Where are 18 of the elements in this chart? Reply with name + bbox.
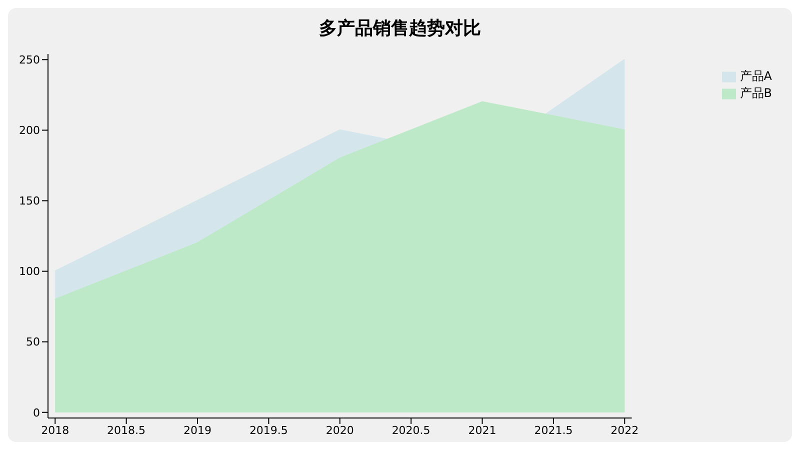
legend-label: 产品B (740, 86, 772, 100)
x-tick-label: 2020.5 (392, 424, 430, 437)
x-tick-label: 2018 (41, 424, 70, 437)
x-tick-label: 2022 (610, 424, 639, 437)
y-tick-label: 250 (19, 54, 40, 67)
y-tick-label: 200 (19, 124, 40, 138)
y-tick-label: 100 (19, 265, 40, 278)
x-tick-label: 2020 (326, 424, 354, 437)
y-tick-label: 150 (19, 194, 40, 208)
x-tick-label: 2021 (468, 424, 496, 437)
legend-label: 产品A (740, 69, 772, 83)
chart-title: 多产品销售趋势对比 (318, 17, 482, 41)
x-tick-label: 2019 (184, 424, 212, 437)
x-tick-label: 2019.5 (249, 424, 288, 437)
x-tick-label: 2018.5 (107, 424, 146, 437)
y-tick-label: 50 (26, 336, 40, 349)
x-tick-label: 2021.5 (534, 424, 573, 437)
y-tick-label: 0 (33, 406, 40, 420)
